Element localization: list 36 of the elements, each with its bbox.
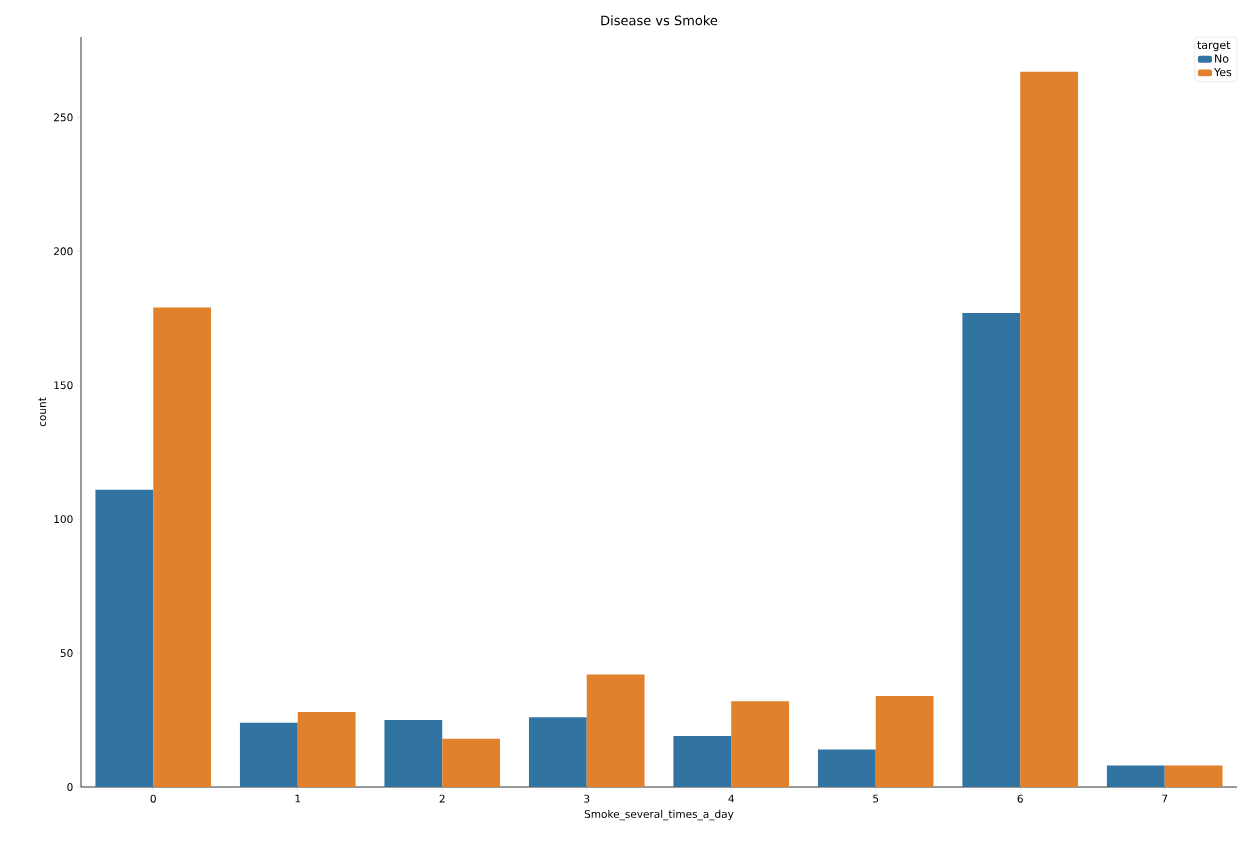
x-tick-label: 5 [873,794,879,803]
x-tick-label: 2 [439,794,445,803]
y-tick-label: 0 [67,783,73,791]
legend-label: Yes [1214,68,1232,77]
bar [442,738,501,787]
bar [153,307,212,787]
x-tick-label: 3 [584,794,590,803]
y-tick-label: 200 [54,247,73,256]
y-tick-label: 100 [54,515,73,524]
bar [731,701,790,787]
bar [673,736,732,787]
y-axis-title: count [38,397,47,427]
bar [297,712,356,787]
bar [239,722,298,787]
bar [962,312,1021,787]
x-tick-label: 0 [150,794,156,803]
bar [528,717,587,787]
bar [1106,765,1165,787]
x-tick-label: 4 [728,794,734,803]
bar [817,749,876,787]
x-tick-label: 1 [295,794,301,803]
bar [95,489,154,787]
bar [586,674,645,787]
bar [1164,765,1223,787]
y-tick-label: 250 [54,113,73,122]
x-tick-label: 6 [1017,794,1023,803]
bar [875,695,934,787]
x-axis-title: Smoke_several_times_a_day [584,809,734,821]
x-tick-label: 7 [1162,794,1168,803]
legend-label: No [1215,54,1229,63]
chart-title: Disease vs Smoke [601,15,718,26]
bar [384,720,443,787]
y-tick-label: 50 [60,649,73,658]
y-tick-label: 150 [54,381,73,390]
bar [1020,71,1079,787]
legend-title: target [1197,41,1231,52]
